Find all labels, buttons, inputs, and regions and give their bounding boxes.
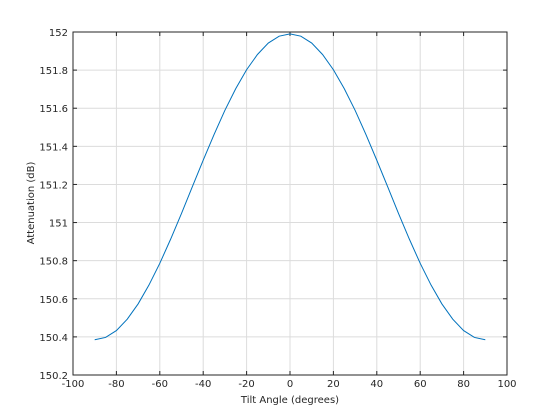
- y-axis-label: Attenuation (dB): [26, 162, 37, 245]
- x-tick-label: 100: [497, 379, 516, 390]
- x-tick-label: -80: [108, 379, 124, 390]
- x-tick-label: 20: [327, 379, 340, 390]
- x-tick-label: -40: [195, 379, 211, 390]
- x-tick-label: -60: [152, 379, 168, 390]
- x-tick-label: 60: [414, 379, 427, 390]
- y-tick-label: 150.6: [39, 295, 68, 306]
- x-tick-label: -20: [238, 379, 254, 390]
- x-tick-label: -100: [62, 379, 85, 390]
- y-tick-label: 150.8: [39, 257, 68, 268]
- plot-frame: [72, 31, 508, 376]
- y-tick-label: 151.8: [39, 66, 68, 77]
- x-tick-label: 40: [370, 379, 383, 390]
- y-tick-label: 150.4: [39, 333, 68, 344]
- data-line: [94, 33, 486, 341]
- x-tick-label: 0: [287, 379, 293, 390]
- x-tick-label: 80: [457, 379, 470, 390]
- y-tick-label: 151.4: [39, 142, 68, 153]
- y-tick-label: 151.2: [39, 180, 68, 191]
- y-tick-label: 151: [49, 219, 68, 230]
- y-tick-label: 150.2: [39, 371, 68, 382]
- x-axis-label: Tilt Angle (degrees): [240, 395, 339, 406]
- y-tick-label: 152: [49, 28, 68, 39]
- y-tick-label: 151.6: [39, 104, 68, 115]
